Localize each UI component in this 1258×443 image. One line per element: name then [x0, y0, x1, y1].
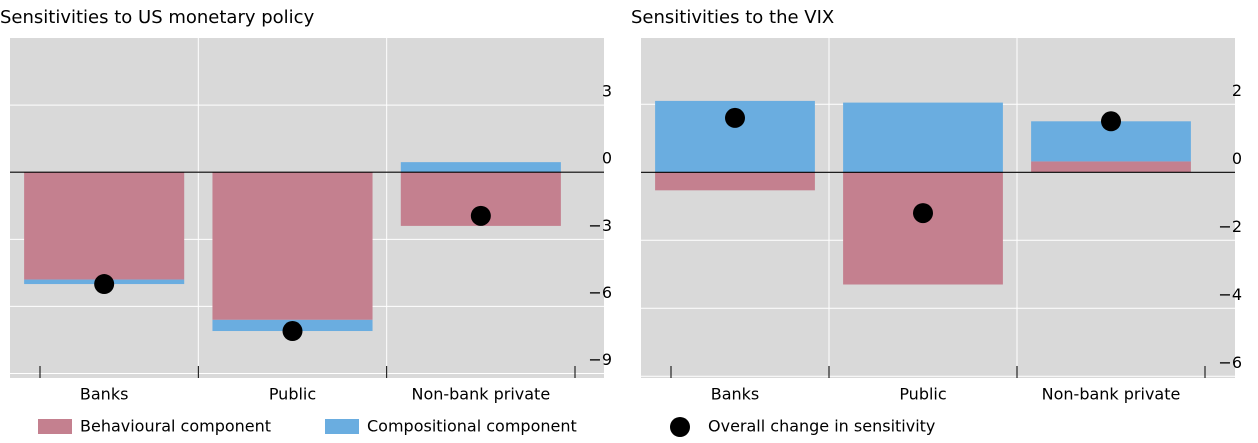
y-tick-label: −2 — [1218, 217, 1242, 236]
legend-label: Compositional component — [367, 417, 577, 436]
y-tick-label: 3 — [602, 82, 612, 101]
x-tick-label: Non-bank private — [1042, 385, 1181, 404]
y-tick-label: −4 — [1218, 285, 1242, 304]
y-tick-label: 2 — [1232, 81, 1242, 100]
dot — [1101, 111, 1121, 132]
x-tick-label: Banks — [711, 385, 760, 404]
y-tick-label: 0 — [602, 149, 612, 168]
dot — [282, 321, 303, 342]
bar — [1031, 161, 1191, 173]
bar — [212, 172, 373, 320]
legend-swatch — [325, 419, 359, 434]
bar — [24, 172, 185, 280]
chart-title: Sensitivities to US monetary policy — [0, 7, 315, 28]
x-tick-label: Public — [899, 385, 946, 404]
dot — [913, 203, 933, 224]
legend-swatch — [38, 419, 72, 434]
bar — [655, 172, 815, 191]
dot — [470, 205, 491, 226]
x-tick-label: Banks — [80, 385, 129, 404]
y-tick-label: −6 — [588, 283, 612, 302]
y-tick-label: −3 — [588, 216, 612, 235]
y-tick-label: −9 — [588, 350, 612, 369]
x-tick-label: Non-bank private — [411, 385, 550, 404]
bar — [843, 172, 1003, 285]
legend-swatch — [670, 417, 690, 437]
x-tick-label: Public — [269, 385, 316, 404]
legend-label: Behavioural component — [80, 417, 271, 436]
legend: Behavioural component Compositional comp… — [38, 417, 935, 437]
y-tick-label: 0 — [1232, 149, 1242, 168]
legend-label: Overall change in sensitivity — [708, 417, 935, 436]
dot — [725, 107, 745, 128]
y-tick-label: −6 — [1218, 353, 1242, 372]
dot — [94, 274, 115, 295]
bar — [400, 162, 561, 173]
chart-title: Sensitivities to the VIX — [631, 7, 834, 28]
bar — [843, 102, 1003, 173]
